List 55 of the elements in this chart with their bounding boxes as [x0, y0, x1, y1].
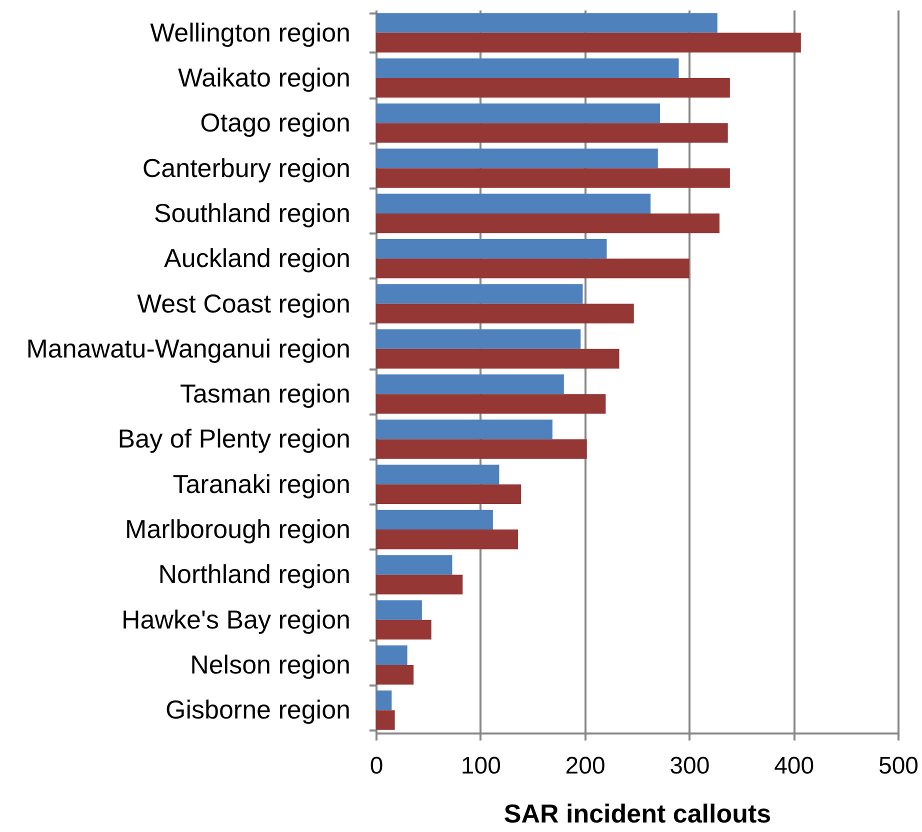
- y-tick-label: Northland region: [158, 559, 350, 590]
- y-tick-label: Marlborough region: [125, 514, 350, 544]
- y-tick-label: Nelson region: [190, 650, 350, 680]
- y-tick-label: Bay of Plenty region: [118, 424, 350, 454]
- x-tick-label: 500: [878, 752, 919, 780]
- y-tick-label: Hawke's Bay region: [122, 604, 350, 634]
- y-tick-label: West Coast region: [137, 288, 350, 318]
- bar: [376, 348, 620, 369]
- bar: [376, 510, 493, 530]
- x-tick-label: 400: [774, 752, 814, 780]
- bar: [376, 394, 606, 414]
- bar: [376, 710, 395, 730]
- bar: [376, 78, 730, 98]
- y-tick-label: Canterbury region: [142, 152, 350, 183]
- y-tick-label: Gisborne region: [166, 694, 350, 725]
- x-axis-title: SAR incident callouts: [504, 798, 772, 828]
- y-tick-label: Tasman region: [180, 378, 350, 409]
- y-tick-label: Southland region: [154, 198, 350, 228]
- bar: [376, 574, 463, 594]
- bar: [376, 690, 392, 710]
- bar: [376, 258, 690, 278]
- y-tick-label: Otago region: [200, 108, 350, 138]
- y-tick-label: Waikato region: [178, 62, 350, 92]
- x-tick-label: 200: [565, 752, 606, 780]
- bar: [376, 123, 728, 143]
- bar: [376, 213, 720, 234]
- bar: [376, 58, 679, 78]
- bar: [376, 329, 581, 349]
- bar: [376, 284, 583, 304]
- bar: [376, 168, 730, 188]
- bar: [376, 194, 651, 214]
- bar: [376, 148, 658, 168]
- bar: [376, 238, 607, 259]
- bar: [376, 530, 518, 550]
- bar: [376, 374, 564, 394]
- y-tick-label: Manawatu-Wanganui region: [26, 333, 350, 364]
- bar: [376, 304, 634, 324]
- bar: [376, 439, 587, 459]
- y-tick-label: Wellington region: [150, 17, 350, 48]
- bar: [376, 420, 552, 440]
- bar: [376, 103, 660, 124]
- bar: [376, 620, 432, 640]
- y-tick-label: Auckland region: [164, 243, 350, 274]
- y-tick-label: Taranaki region: [172, 468, 350, 499]
- bar: [376, 484, 522, 504]
- bar: [376, 555, 452, 575]
- bar: [376, 13, 718, 33]
- x-tick-label: 300: [670, 752, 710, 780]
- bar: [376, 464, 500, 484]
- x-tick-label: 0: [370, 752, 384, 780]
- x-tick-label: 100: [460, 752, 501, 780]
- bar: [376, 32, 801, 52]
- bar: [376, 600, 422, 620]
- bar: [376, 645, 408, 666]
- bar: [376, 665, 414, 685]
